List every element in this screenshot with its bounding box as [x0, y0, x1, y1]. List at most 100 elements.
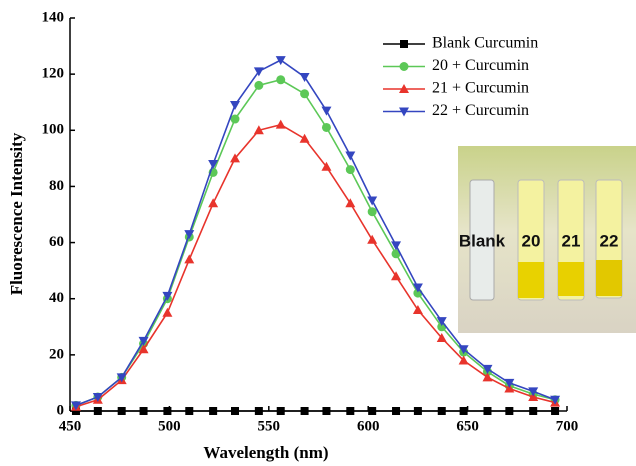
marker	[551, 407, 560, 415]
marker	[208, 159, 219, 169]
marker	[299, 133, 310, 143]
marker	[483, 407, 492, 415]
marker	[70, 401, 81, 411]
marker	[437, 407, 446, 415]
marker	[436, 333, 447, 343]
marker	[322, 407, 331, 415]
marker	[459, 407, 468, 415]
series-line	[75, 78, 556, 407]
y-tick-label: 120	[42, 66, 65, 82]
marker	[253, 125, 264, 135]
marker	[93, 407, 102, 415]
marker	[300, 89, 310, 99]
marker	[163, 407, 172, 415]
marker	[391, 271, 402, 281]
y-tick-label: 80	[49, 178, 64, 194]
marker	[230, 101, 241, 111]
marker	[413, 407, 422, 415]
marker	[458, 355, 469, 365]
marker	[116, 373, 127, 383]
marker	[300, 407, 309, 415]
photo-label: 22	[600, 231, 619, 250]
marker	[321, 106, 332, 116]
marker	[230, 114, 240, 124]
marker	[92, 392, 103, 402]
legend-label: 21 + Curcumin	[432, 80, 529, 97]
marker	[275, 56, 286, 66]
y-tick-label: 60	[49, 234, 64, 250]
marker	[139, 407, 148, 415]
marker	[276, 75, 286, 85]
marker	[184, 254, 195, 264]
marker	[345, 198, 356, 208]
legend-label: 20 + Curcumin	[432, 57, 529, 74]
marker	[391, 241, 402, 251]
marker	[528, 387, 539, 397]
marker	[230, 153, 241, 163]
marker	[71, 407, 80, 415]
marker	[367, 196, 378, 206]
marker	[550, 395, 561, 405]
marker	[399, 62, 409, 71]
x-tick-label: 700	[556, 418, 579, 434]
marker	[254, 407, 263, 415]
marker	[400, 40, 408, 48]
y-tick-label: 140	[42, 9, 65, 25]
marker	[504, 383, 515, 393]
marker	[254, 80, 264, 90]
marker	[504, 378, 515, 388]
marker	[482, 372, 493, 382]
marker	[253, 67, 264, 77]
legend-label: Blank Curcumin	[432, 35, 538, 52]
marker	[345, 151, 356, 161]
marker	[399, 84, 409, 93]
y-tick-label: 20	[49, 346, 64, 362]
y-tick-label: 100	[42, 122, 65, 138]
marker	[505, 407, 514, 415]
marker	[367, 207, 377, 217]
marker	[138, 336, 149, 346]
photo-label: 20	[522, 231, 541, 250]
marker	[529, 407, 538, 415]
marker	[299, 72, 310, 82]
y-tick-label: 40	[49, 290, 64, 306]
x-tick-label: 650	[456, 418, 479, 434]
series-line	[75, 123, 556, 408]
inset-photo	[458, 146, 636, 333]
marker	[321, 122, 331, 132]
marker	[458, 345, 469, 355]
marker	[392, 407, 401, 415]
photo-label: 21	[562, 231, 581, 250]
photo-label: Blank	[459, 231, 506, 250]
y-axis-label: Fluorescence Intensity	[7, 132, 26, 295]
y-tick-label: 0	[57, 402, 65, 418]
marker	[231, 407, 240, 415]
marker	[412, 283, 423, 293]
marker	[138, 344, 149, 354]
marker	[162, 291, 173, 301]
marker	[184, 230, 195, 240]
legend-label: 22 + Curcumin	[432, 102, 529, 119]
marker	[162, 307, 173, 317]
x-axis-label: Wavelength (nm)	[203, 443, 328, 462]
x-tick-label: 450	[59, 418, 82, 434]
marker	[276, 407, 285, 415]
marker	[482, 364, 493, 374]
marker	[209, 407, 218, 415]
x-tick-label: 550	[258, 418, 281, 434]
marker	[412, 304, 423, 314]
marker	[528, 391, 539, 401]
series-line	[75, 59, 556, 407]
marker	[391, 249, 401, 259]
marker	[208, 198, 219, 208]
marker	[275, 119, 286, 129]
marker	[368, 407, 377, 415]
marker	[185, 407, 194, 415]
marker	[367, 234, 378, 244]
x-tick-label: 500	[158, 418, 181, 434]
marker	[117, 407, 126, 415]
marker	[436, 317, 447, 327]
marker	[321, 161, 332, 171]
x-tick-label: 600	[357, 418, 380, 434]
